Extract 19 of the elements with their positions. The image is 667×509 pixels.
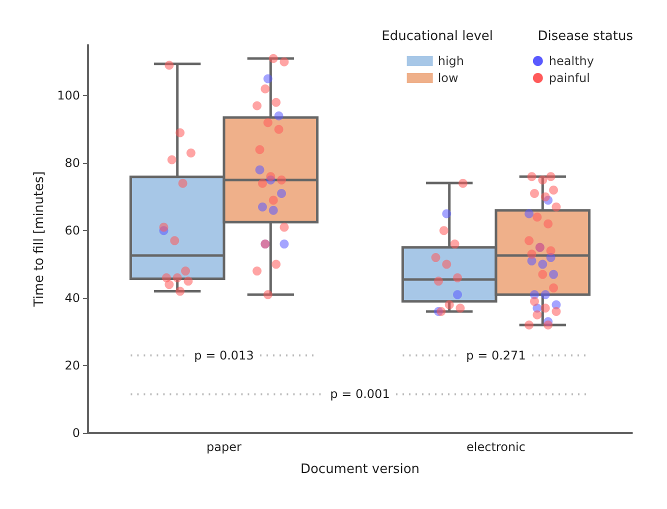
x-axis-title: Document version xyxy=(300,462,420,477)
y-tick-label: 60 xyxy=(64,224,80,238)
legend-label: low xyxy=(438,71,459,85)
y-tick-label: 0 xyxy=(72,426,80,440)
legend-label: painful xyxy=(548,71,590,85)
x-tick-label: electronic xyxy=(466,440,526,454)
annotation: p = 0.001 xyxy=(330,387,390,402)
annotation: p = 0.013 xyxy=(194,348,254,362)
y-axis-title: Time to fill [minutes] xyxy=(32,171,48,308)
y-tick-label: 20 xyxy=(64,358,80,373)
y-tick-label: 80 xyxy=(64,156,80,170)
x-tick-label: paper xyxy=(206,440,242,454)
legend-label: healthy xyxy=(548,54,594,68)
text: Educational level xyxy=(382,29,494,44)
y-tick-label: 40 xyxy=(64,291,80,306)
y-tick-label: 100 xyxy=(57,88,80,103)
text: Disease status xyxy=(538,29,634,44)
annotation: p = 0.271 xyxy=(466,348,526,362)
legend-label: high xyxy=(438,54,464,68)
